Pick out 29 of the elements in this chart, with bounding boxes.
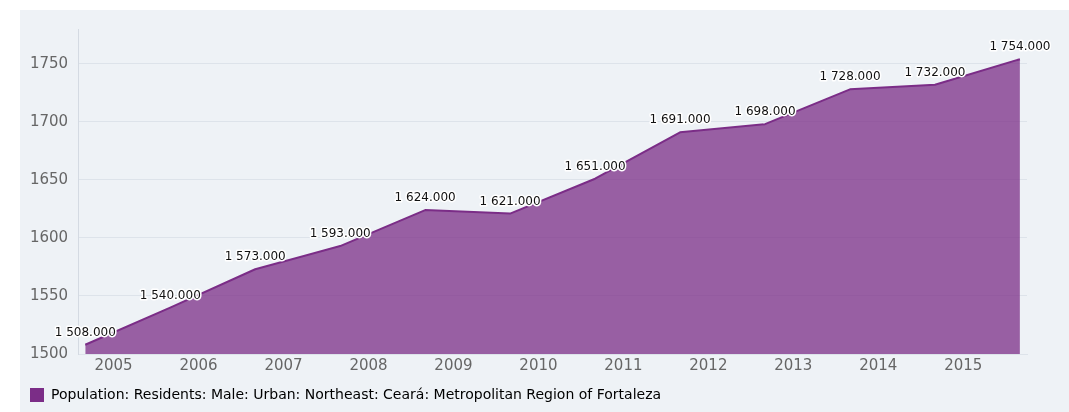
data-label: 1 728.000 bbox=[819, 69, 881, 84]
x-tick-label: 2006 bbox=[179, 355, 218, 374]
data-label: 1 754.000 bbox=[989, 39, 1051, 54]
y-tick-label: 1750 bbox=[29, 53, 69, 72]
x-tick-label: 2009 bbox=[434, 355, 473, 374]
x-tick-label: 2014 bbox=[859, 355, 898, 374]
x-tick-label: 2015 bbox=[944, 355, 983, 374]
data-label: 1 573.000 bbox=[224, 249, 286, 264]
data-label: 1 691.000 bbox=[649, 112, 711, 127]
x-tick-label: 2012 bbox=[689, 355, 728, 374]
x-tick-label: 2007 bbox=[264, 355, 303, 374]
y-tick-label: 1500 bbox=[29, 343, 69, 362]
x-tick-label: 2008 bbox=[349, 355, 388, 374]
data-label: 1 593.000 bbox=[309, 226, 371, 241]
y-tick-label: 1550 bbox=[29, 285, 69, 304]
data-label: 1 621.000 bbox=[479, 193, 541, 208]
legend-label: Population: Residents: Male: Urban: Northeast: Ceará: Metropolitan Region of Fortaleza bbox=[51, 385, 662, 402]
x-tick-label: 2011 bbox=[604, 355, 643, 374]
y-tick-label: 1650 bbox=[29, 169, 69, 188]
data-label: 1 698.000 bbox=[734, 104, 796, 119]
data-label: 1 540.000 bbox=[139, 287, 201, 302]
x-tick-label: 2013 bbox=[774, 355, 813, 374]
data-label: 1 732.000 bbox=[904, 64, 966, 79]
x-tick-label: 2010 bbox=[519, 355, 558, 374]
data-label: 1 624.000 bbox=[394, 190, 456, 205]
y-tick-label: 1700 bbox=[29, 111, 69, 130]
x-tick-label: 2005 bbox=[94, 355, 133, 374]
data-label: 1 508.000 bbox=[54, 324, 116, 339]
y-tick-label: 1600 bbox=[29, 227, 69, 246]
